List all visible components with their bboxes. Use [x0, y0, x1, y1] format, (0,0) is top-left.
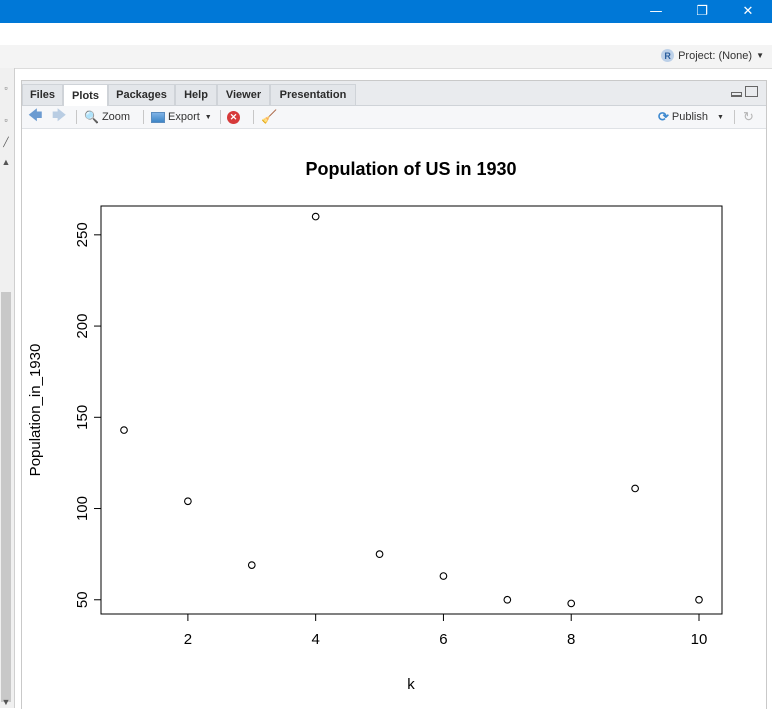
- x-tick-label: 4: [311, 631, 319, 648]
- data-point: [439, 572, 448, 580]
- data-point: [503, 595, 512, 604]
- data-point: [695, 595, 703, 604]
- remove-plot-button[interactable]: ✕: [227, 109, 240, 125]
- tab-plots[interactable]: Plots: [63, 84, 108, 106]
- export-label: Export: [168, 111, 200, 123]
- back-button[interactable]: 🡄: [28, 107, 42, 125]
- chart-title: Population of US in 1930: [305, 159, 516, 179]
- publish-icon: ⟳: [658, 109, 669, 124]
- pencil-icon[interactable]: ╱: [3, 136, 9, 147]
- magnifier-zoom-icon: 🔍: [84, 110, 99, 124]
- plot-frame: [100, 205, 723, 615]
- x-tick-label: 10: [691, 631, 708, 648]
- data-point: [567, 599, 576, 608]
- refresh-icon: ↻: [743, 109, 754, 124]
- tab-viewer[interactable]: Viewer: [217, 84, 270, 105]
- plots-toolbar: 🡄 🡆 🔍 Zoom Export ▼ ✕ 🧹 ⟳ Publish ▼: [22, 106, 766, 129]
- menu-bar: [0, 23, 772, 46]
- broom-icon: 🧹: [261, 109, 278, 124]
- y-axis-label: Population_in_1930: [27, 344, 44, 477]
- toolbar-divider: [76, 110, 77, 124]
- y-tick-label: 200: [74, 314, 91, 339]
- x-axis: 2 4 6 8 10: [184, 613, 708, 648]
- export-image-icon: [151, 111, 165, 123]
- y-tick-label: 250: [74, 222, 91, 247]
- zoom-label: Zoom: [101, 111, 131, 123]
- r-project-icon: R: [661, 49, 675, 62]
- arrow-left-icon: 🡄: [28, 107, 43, 123]
- x-tick-label: 8: [567, 631, 575, 648]
- restore-icon: ❐: [696, 4, 708, 19]
- chevron-down-icon: ▼: [204, 113, 212, 121]
- publish-button[interactable]: ⟳ Publish ▼: [658, 109, 724, 125]
- data-point: [120, 426, 128, 434]
- plot-viewer: Population of US in 1930 2 4 6 8 10 50 100 150…: [22, 129, 766, 709]
- pane-window-controls: [731, 86, 758, 97]
- maximize-pane-icon[interactable]: [745, 86, 758, 97]
- project-menu[interactable]: R Project: (None) ▼: [661, 49, 764, 62]
- left-pane-edge: ▫ ▫ ╱ ▲ ▼: [0, 68, 15, 708]
- restore-button[interactable]: ❐: [679, 0, 725, 23]
- y-tick-label: 50: [74, 591, 91, 608]
- minimize-pane-icon[interactable]: [731, 92, 742, 97]
- refresh-button[interactable]: ↻: [743, 109, 754, 125]
- data-point: [631, 484, 639, 493]
- x-tick-label: 2: [184, 631, 192, 648]
- project-label: Project: (None): [678, 49, 753, 62]
- scatter-plot: Population of US in 1930 2 4 6 8 10 50 100 150…: [27, 159, 723, 693]
- publish-label: Publish: [671, 111, 708, 123]
- export-button[interactable]: Export ▼: [151, 109, 212, 125]
- toolbar-divider: [734, 110, 735, 124]
- y-tick-label: 150: [74, 405, 91, 430]
- clear-all-button[interactable]: 🧹: [261, 109, 277, 125]
- y-axis: 50 100 150 200 250: [74, 222, 102, 608]
- scroll-up-icon[interactable]: ▲: [1, 157, 11, 167]
- x-tick-label: 6: [439, 631, 447, 648]
- window-title-bar: — ❐ ✕: [0, 0, 772, 23]
- minimize-button[interactable]: —: [633, 0, 679, 23]
- tab-presentation[interactable]: Presentation: [270, 84, 356, 105]
- tab-help[interactable]: Help: [175, 84, 217, 105]
- project-bar: R Project: (None) ▼: [0, 45, 772, 69]
- data-point: [311, 212, 320, 221]
- forward-button[interactable]: 🡆: [52, 107, 66, 125]
- chevron-down-icon: ▼: [716, 113, 724, 121]
- data-point: [375, 550, 384, 559]
- data-point: [247, 561, 256, 569]
- toolbar-divider: [253, 110, 254, 124]
- plots-pane: Files Plots Packages Help Viewer Present…: [21, 80, 767, 709]
- close-button[interactable]: ✕: [725, 0, 771, 23]
- data-points: [120, 212, 703, 608]
- arrow-right-icon: 🡆: [52, 107, 67, 123]
- toolbar-divider: [220, 110, 221, 124]
- y-tick-label: 100: [74, 496, 91, 521]
- restore-pane-icon[interactable]: ▫: [4, 83, 8, 93]
- toolbar-divider: [143, 110, 144, 124]
- chevron-down-icon: ▼: [756, 51, 764, 60]
- zoom-button[interactable]: 🔍 Zoom: [84, 109, 130, 125]
- remove-plot-icon: ✕: [227, 110, 240, 124]
- pane-tab-bar: Files Plots Packages Help Viewer Present…: [22, 81, 766, 106]
- data-point: [184, 497, 192, 506]
- scroll-down-icon[interactable]: ▼: [1, 697, 11, 707]
- tab-packages[interactable]: Packages: [108, 84, 175, 105]
- scrollbar-thumb[interactable]: [1, 292, 11, 702]
- x-axis-label: k: [407, 676, 415, 693]
- tab-files[interactable]: Files: [22, 84, 63, 105]
- close-icon: ✕: [742, 4, 754, 19]
- minimize-icon: —: [649, 4, 663, 19]
- copy-icon[interactable]: ▫: [4, 115, 8, 125]
